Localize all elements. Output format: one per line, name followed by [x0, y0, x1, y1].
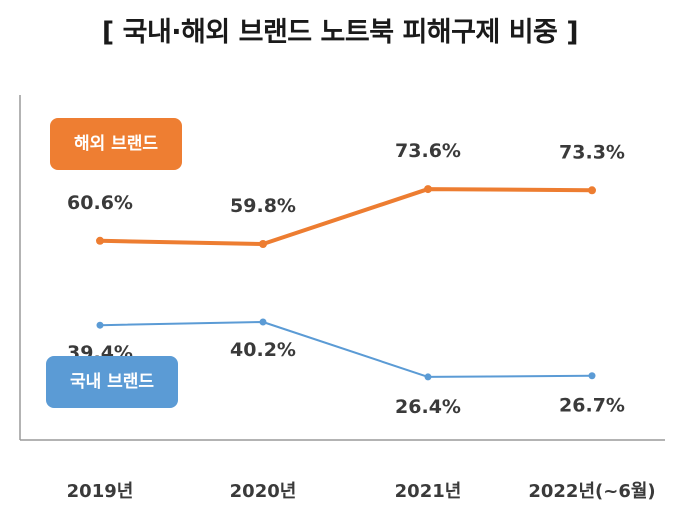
data-point-domestic-1 — [259, 318, 267, 326]
data-label-foreign-1: 59.8% — [230, 195, 296, 217]
data-point-foreign-0 — [96, 236, 104, 245]
data-label-domestic-1: 40.2% — [230, 339, 296, 361]
data-point-domestic-0 — [96, 321, 104, 329]
legend-domestic-brand: 국내 브랜드 — [46, 356, 178, 408]
data-label-domestic-2: 26.4% — [395, 396, 461, 418]
data-label-foreign-3: 73.3% — [559, 141, 625, 163]
data-point-domestic-2 — [424, 373, 432, 381]
series-line-domestic — [99, 321, 593, 378]
data-point-foreign-3 — [588, 186, 596, 195]
data-label-domestic-3: 26.7% — [559, 395, 625, 417]
legend-foreign-brand: 해외 브랜드 — [50, 118, 182, 170]
x-tick-label-3: 2022년(~6월) — [528, 481, 655, 502]
data-point-foreign-2 — [424, 185, 432, 194]
x-tick-label-0: 2019년 — [67, 481, 134, 502]
data-point-foreign-1 — [259, 239, 267, 248]
data-label-foreign-2: 73.6% — [395, 140, 461, 162]
chart-title: [ 국내·해외 브랜드 노트북 피해구제 비중 ] — [101, 17, 579, 48]
x-tick-label-2: 2021년 — [395, 481, 462, 502]
data-label-foreign-0: 60.6% — [67, 192, 133, 214]
data-point-domestic-3 — [588, 372, 596, 380]
series-line-foreign — [99, 187, 593, 246]
x-tick-label-1: 2020년 — [230, 481, 297, 502]
